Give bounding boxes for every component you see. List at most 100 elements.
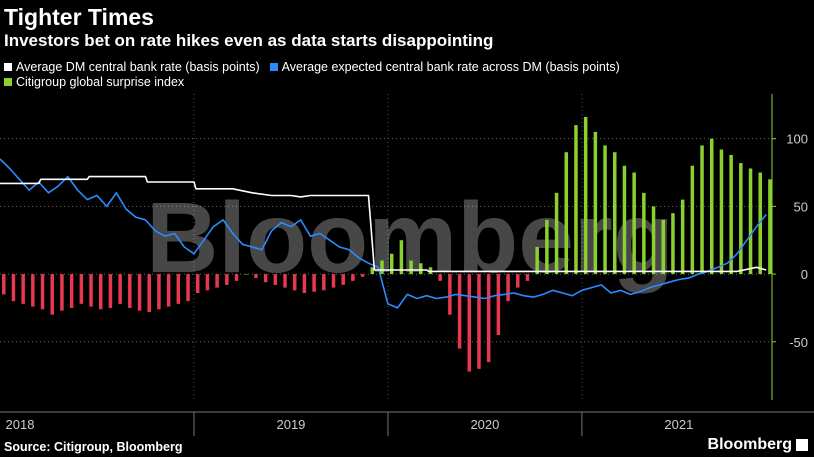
surprise-bar (60, 274, 64, 311)
surprise-bar (11, 274, 16, 302)
surprise-bar (690, 165, 695, 275)
surprise-bar (496, 274, 501, 336)
surprise-bar (176, 274, 181, 304)
surprise-bar (564, 152, 569, 275)
surprise-bar (661, 219, 665, 275)
surprise-bar (331, 274, 336, 288)
legend: Average DM central bank rate (basis poin… (4, 60, 620, 74)
surprise-bar (709, 138, 714, 275)
surprise-bar (448, 274, 452, 315)
surprise-bar (89, 274, 93, 307)
surprise-bar (273, 274, 278, 285)
expected-rate-line (0, 158, 767, 309)
surprise-bar (244, 274, 248, 275)
y-tick-label: 50 (794, 199, 808, 214)
surprise-bar (360, 274, 365, 277)
surprise-bar (477, 274, 481, 369)
surprise-bar (254, 274, 258, 279)
surprise-bar (768, 179, 772, 275)
surprise-bar (283, 274, 287, 288)
surprise-bar (622, 165, 627, 275)
surprise-bar (758, 172, 762, 275)
surprise-bar (593, 131, 598, 275)
brand-label: Bloomberg (707, 436, 792, 453)
lines (0, 158, 767, 309)
surprise-bar (651, 206, 656, 275)
surprise-bar (166, 274, 171, 307)
y-tick-label: 100 (786, 132, 808, 147)
legend-label-dm-rate: Average DM central bank rate (basis poin… (16, 60, 260, 74)
surprise-bar (380, 260, 384, 275)
surprise-bar (370, 267, 375, 275)
surprise-bar (137, 274, 142, 311)
y-tick-label: 0 (801, 267, 808, 282)
surprise-bar (642, 192, 646, 275)
surprise-bar (322, 274, 326, 291)
surprise-bar (108, 274, 113, 308)
surprise-bar (21, 274, 25, 304)
surprise-bar (234, 274, 239, 281)
chart-title: Tighter Times (4, 4, 154, 30)
surprise-bar (40, 274, 45, 310)
source-note: Source: Citigroup, Bloomberg (4, 440, 183, 454)
surprise-bar (506, 274, 510, 302)
surprise-bar (467, 274, 472, 372)
surprise-bar (399, 240, 404, 275)
surprise-bar (79, 274, 84, 304)
x-tick-label: 2020 (470, 417, 499, 432)
x-tick-label: 2021 (664, 417, 693, 432)
surprise-bar (50, 274, 54, 315)
surprise-bar (574, 125, 578, 275)
y-tick-label: -50 (789, 335, 808, 350)
surprise-bar (195, 274, 200, 294)
dm-rate-line (0, 175, 767, 273)
bloomberg-logo: Bloomberg (708, 436, 808, 454)
surprise-bar (69, 274, 74, 308)
surprise-bar (118, 274, 122, 304)
surprise-bar (583, 117, 588, 275)
surprise-bar (147, 274, 151, 312)
surprise-bar (554, 192, 559, 275)
surprise-bar (31, 274, 35, 307)
legend-swatch-dm-rate (4, 63, 12, 71)
surprise-bar (729, 154, 733, 275)
surprise-bar (525, 274, 530, 281)
surprise-bar (603, 145, 607, 275)
surprise-bar (341, 274, 345, 285)
legend-row-2: Citigroup global surprise index (4, 75, 184, 89)
surprise-bar (719, 149, 724, 275)
surprise-bar (535, 247, 539, 275)
bars (2, 117, 772, 372)
surprise-bar (302, 274, 307, 294)
axes: 100 50 0 -50 2018 2019 2020 2021 (0, 94, 814, 436)
surprise-bar (438, 274, 442, 281)
surprise-bar (457, 274, 462, 349)
surprise-bar (128, 274, 132, 308)
surprise-bar (186, 274, 190, 302)
legend-swatch-expected-rate (269, 63, 278, 71)
surprise-bar (419, 263, 423, 275)
surprise-bar (671, 213, 675, 275)
surprise-bar (632, 172, 636, 275)
surprise-bar (312, 274, 316, 292)
chart-subtitle: Investors bet on rate hikes even as data… (4, 31, 494, 50)
surprise-bar (292, 274, 297, 291)
legend-label-surprise: Citigroup global surprise index (16, 75, 185, 89)
surprise-bar (157, 274, 161, 310)
x-tick-label: 2019 (276, 417, 305, 432)
surprise-bar (680, 199, 685, 275)
surprise-bar (215, 274, 219, 288)
surprise-bar (225, 274, 229, 285)
surprise-bar (748, 168, 753, 275)
legend-swatch-surprise (4, 78, 12, 86)
surprise-bar (205, 274, 210, 291)
surprise-bar (700, 145, 704, 275)
surprise-bar (516, 274, 520, 288)
surprise-bar (98, 274, 103, 310)
surprise-bar (351, 274, 355, 281)
surprise-bar (739, 163, 743, 275)
x-tick-label: 2018 (6, 417, 35, 432)
surprise-bar (389, 253, 394, 275)
legend-label-expected-rate: Average expected central bank rate acros… (281, 60, 620, 74)
